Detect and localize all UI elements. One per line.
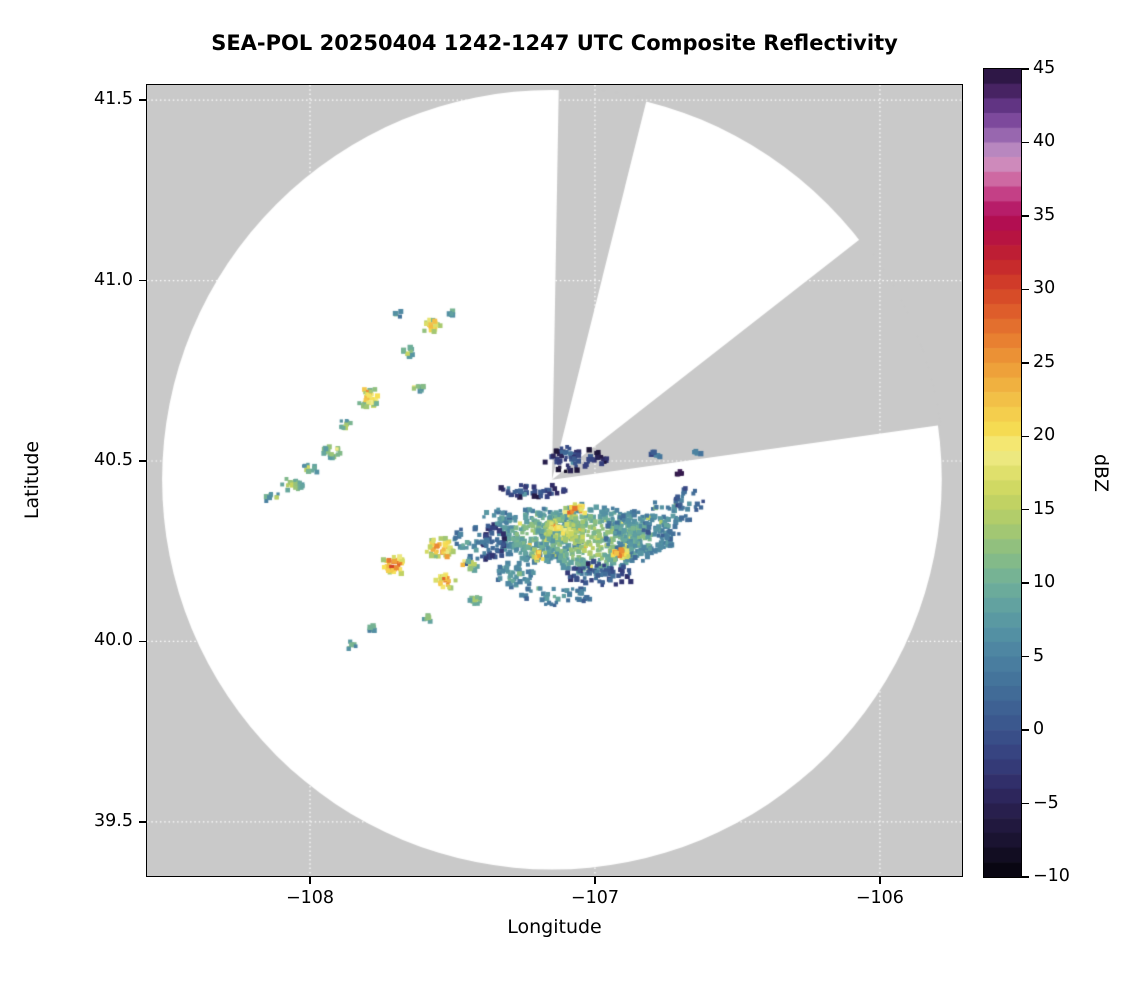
- y-tick: [139, 99, 146, 101]
- y-axis-label: Latitude: [21, 440, 44, 520]
- y-tick-label: 41.0: [94, 269, 133, 290]
- x-tick-label: −106: [855, 888, 904, 908]
- colorbar-tick-label: −10: [1033, 866, 1070, 886]
- colorbar-tick-label: 25: [1033, 351, 1056, 372]
- colorbar-tick: [1022, 362, 1029, 364]
- colorbar-tick-label: 40: [1033, 131, 1056, 152]
- x-tick: [309, 877, 311, 884]
- colorbar-tick: [1022, 802, 1029, 805]
- colorbar-tick-label: 20: [1033, 425, 1056, 446]
- colorbar-tick: [1022, 288, 1029, 291]
- y-tick: [139, 279, 146, 282]
- colorbar-tick: [1022, 508, 1029, 511]
- y-tick-label: 41.5: [94, 89, 133, 110]
- colorbar-tick: [1022, 655, 1029, 658]
- colorbar-canvas: [984, 69, 1021, 877]
- y-tick-label: 40.5: [94, 450, 133, 470]
- colorbar-tick: [1022, 435, 1029, 438]
- colorbar-tick: [1022, 876, 1029, 878]
- colorbar-tick: [1022, 215, 1029, 217]
- colorbar-tick-label: 0: [1033, 719, 1045, 740]
- y-tick-label: 40.0: [94, 630, 133, 651]
- radar-map-canvas: [147, 85, 962, 876]
- y-tick: [139, 460, 146, 462]
- colorbar-label: dBZ: [1089, 453, 1112, 493]
- colorbar-tick-label: 30: [1033, 278, 1056, 299]
- x-tick-label: −107: [570, 888, 619, 908]
- x-tick: [594, 877, 596, 884]
- y-tick: [139, 640, 146, 643]
- colorbar-tick-label: 10: [1033, 572, 1056, 593]
- y-tick-label: 39.5: [94, 810, 133, 831]
- colorbar-tick-label: 45: [1033, 58, 1056, 78]
- x-tick-label: −108: [285, 888, 335, 908]
- x-tick: [879, 877, 881, 884]
- colorbar-tick-label: 15: [1033, 498, 1056, 519]
- colorbar-tick-label: 35: [1033, 204, 1056, 225]
- colorbar-tick-label: 5: [1033, 645, 1045, 666]
- colorbar-tick: [1022, 141, 1029, 144]
- colorbar-tick: [1022, 582, 1029, 584]
- chart-title: SEA-POL 20250404 1242-1247 UTC Composite…: [211, 31, 898, 55]
- colorbar-tick: [1022, 68, 1029, 70]
- x-axis-label: Longitude: [507, 916, 602, 938]
- colorbar-tick: [1022, 729, 1029, 731]
- y-tick: [139, 821, 146, 823]
- colorbar-tick-label: −5: [1033, 792, 1059, 813]
